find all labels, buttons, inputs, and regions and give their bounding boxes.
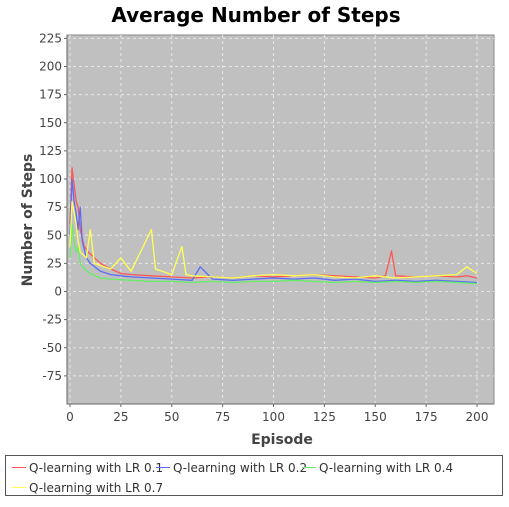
y-tick-label: 150 xyxy=(39,116,62,130)
legend: Q-learning with LR 0.1 Q-learning with L… xyxy=(5,455,503,496)
chart-canvas: Average Number of Steps 225 200 175 150 125 1… xyxy=(20,3,495,448)
x-tick-label: 50 xyxy=(164,410,179,424)
y-tick-label: 0 xyxy=(54,285,62,299)
legend-label-lr04: Q-learning with LR 0.4 xyxy=(319,461,454,475)
legend-swatch-lr02 xyxy=(156,467,170,468)
series-line-2 xyxy=(69,223,478,285)
axes: 225 200 175 150 125 100 75 50 25 0 -25 -50 -75 0 25 50 7… xyxy=(39,31,494,424)
y-tick-label: 125 xyxy=(39,144,62,158)
y-tick-label: 200 xyxy=(39,60,62,74)
legend-swatch-lr07 xyxy=(12,487,26,488)
series-line-3 xyxy=(69,200,478,279)
legend-label-lr01: Q-learning with LR 0.1 xyxy=(29,461,164,475)
legend-label-lr07: Q-learning with LR 0.7 xyxy=(29,481,164,495)
legend-swatch-lr01 xyxy=(12,467,26,468)
legend-item-lr02: Q-learning with LR 0.2 xyxy=(156,461,307,475)
series-line-1 xyxy=(69,178,478,284)
legend-item-lr04: Q-learning with LR 0.4 xyxy=(302,461,453,475)
y-tick-label: 175 xyxy=(39,88,62,102)
x-tick-label: 150 xyxy=(364,410,387,424)
legend-item-lr07: Q-learning with LR 0.7 xyxy=(12,481,163,495)
x-axis-label: Episode xyxy=(251,432,313,448)
y-tick-label: 75 xyxy=(47,200,62,214)
x-tick-label: 0 xyxy=(66,410,74,424)
x-tick-label: 25 xyxy=(113,410,128,424)
y-tick-label: 25 xyxy=(47,256,62,270)
plot-area xyxy=(66,34,495,405)
legend-label-lr02: Q-learning with LR 0.2 xyxy=(173,461,308,475)
series-layer xyxy=(69,167,478,285)
x-tick-label: 100 xyxy=(262,410,285,424)
y-tick-label: -25 xyxy=(42,313,62,327)
x-tick-label: 75 xyxy=(215,410,230,424)
y-tick-label: 225 xyxy=(39,31,62,45)
x-tick-label: 175 xyxy=(415,410,438,424)
y-tick-label: -75 xyxy=(42,369,62,383)
y-tick-label: 100 xyxy=(39,172,62,186)
y-tick-label: 50 xyxy=(47,228,62,242)
chart-title: Average Number of Steps xyxy=(111,3,400,27)
x-tick-label: 200 xyxy=(466,410,489,424)
y-tick-label: -50 xyxy=(42,341,62,355)
y-axis-label: Number of Steps xyxy=(20,154,36,287)
legend-item-lr01: Q-learning with LR 0.1 xyxy=(12,461,163,475)
x-tick-label: 125 xyxy=(313,410,336,424)
grid-lines xyxy=(67,35,494,404)
legend-swatch-lr04 xyxy=(302,467,316,468)
